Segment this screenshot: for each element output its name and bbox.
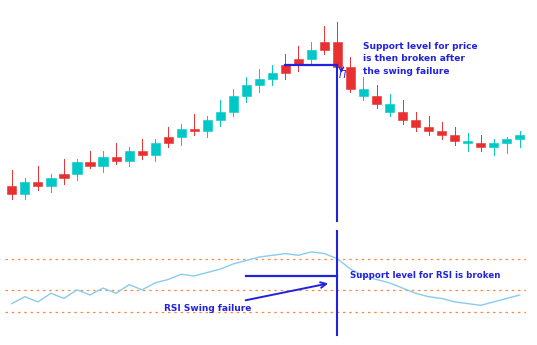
Bar <box>150 143 159 155</box>
Bar <box>46 178 55 186</box>
Bar <box>85 162 95 166</box>
Bar <box>411 120 420 127</box>
Text: Support level for RSI is broken: Support level for RSI is broken <box>351 272 501 280</box>
Bar <box>177 129 186 137</box>
Bar <box>476 143 485 147</box>
Bar <box>268 73 277 79</box>
Bar <box>294 59 303 65</box>
Bar <box>502 139 511 143</box>
Text: RSI Swing failure: RSI Swing failure <box>164 282 326 313</box>
Bar <box>255 79 264 85</box>
Bar <box>8 186 17 194</box>
Bar <box>216 112 225 120</box>
Bar <box>333 42 342 67</box>
Bar <box>125 151 134 160</box>
Text: Support level for price
is then broken after
the swing failure: Support level for price is then broken a… <box>364 42 478 76</box>
Bar <box>137 151 147 155</box>
Bar <box>164 137 173 143</box>
Bar <box>281 65 290 73</box>
Bar <box>60 174 69 178</box>
Bar <box>202 120 212 131</box>
Bar <box>307 50 316 59</box>
Bar <box>385 104 394 112</box>
Bar <box>20 182 30 194</box>
Bar <box>489 143 498 147</box>
Bar <box>372 96 381 104</box>
Bar <box>437 131 446 135</box>
Bar <box>98 157 107 166</box>
Bar <box>229 96 238 112</box>
Bar <box>424 127 433 131</box>
Bar <box>346 67 355 89</box>
Bar <box>242 85 251 96</box>
Bar <box>463 141 472 143</box>
Bar <box>33 182 42 186</box>
Bar <box>112 157 121 160</box>
Bar <box>72 162 82 174</box>
Bar <box>515 135 524 139</box>
Bar <box>320 42 329 50</box>
Bar <box>359 89 368 96</box>
Bar <box>190 129 199 131</box>
Bar <box>450 135 459 141</box>
Text: Π: Π <box>339 70 346 80</box>
Bar <box>398 112 407 120</box>
